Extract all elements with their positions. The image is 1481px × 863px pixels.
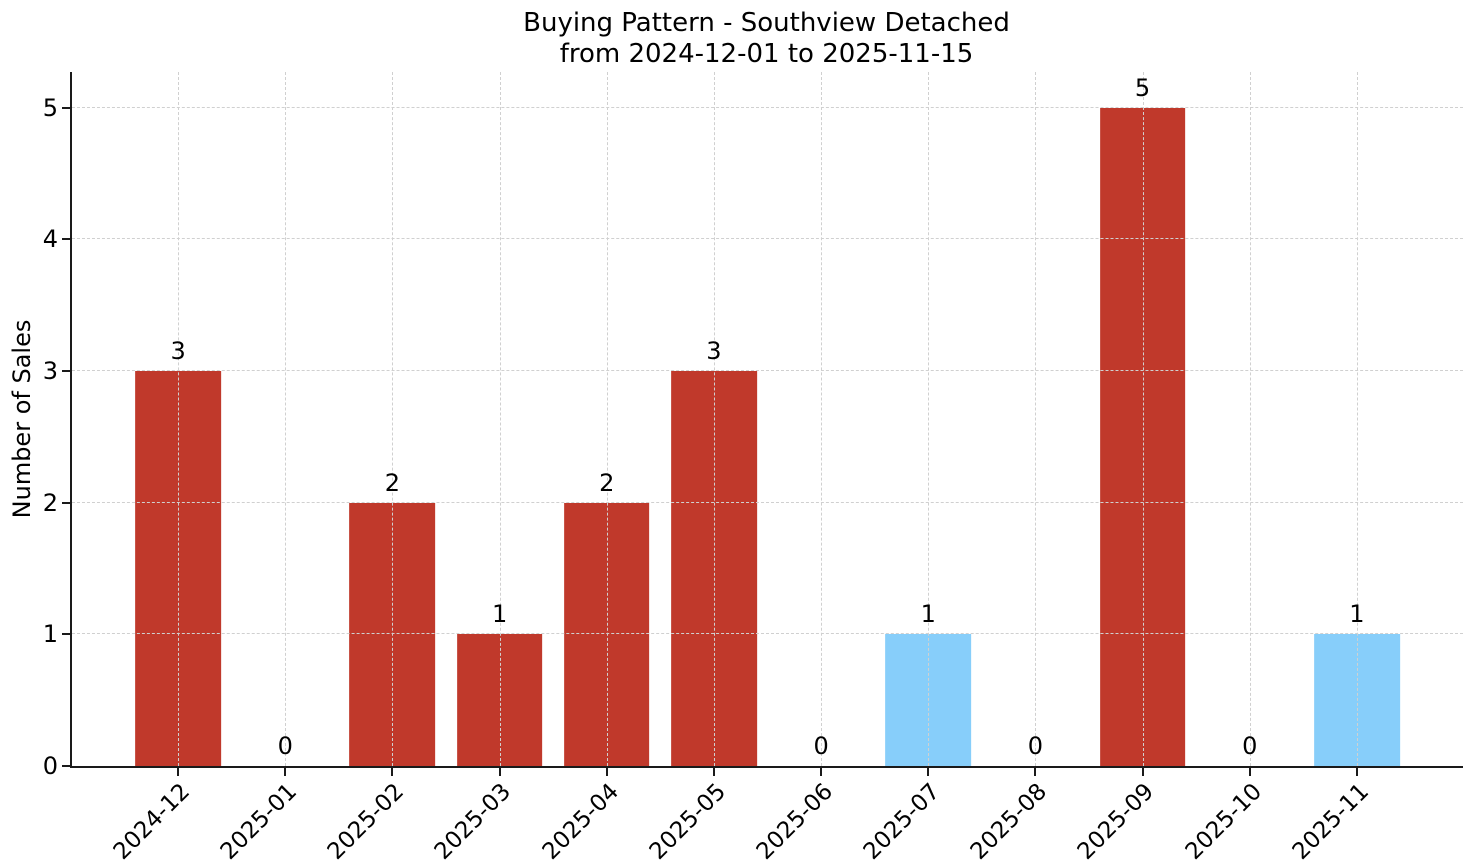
chart-title-block: Buying Pattern - Southview Detached from… bbox=[70, 8, 1463, 70]
x-gridline bbox=[606, 72, 608, 766]
y-tick-label: 2 bbox=[42, 488, 58, 517]
x-gridline bbox=[1142, 72, 1144, 766]
y-gridline bbox=[72, 106, 1463, 108]
x-tick-mark bbox=[605, 768, 608, 776]
y-tick-label: 1 bbox=[42, 620, 58, 649]
bar-value-label: 0 bbox=[1027, 732, 1044, 760]
x-tick-label: 2024-12 bbox=[108, 778, 196, 863]
y-tick-mark bbox=[62, 501, 70, 504]
x-tick-label: 2025-11 bbox=[1287, 778, 1374, 863]
y-gridline bbox=[72, 369, 1463, 371]
x-tick-mark bbox=[498, 768, 501, 776]
y-tick-mark bbox=[62, 369, 70, 372]
x-gridline bbox=[1035, 72, 1037, 766]
y-tick-label: 3 bbox=[42, 356, 58, 385]
bar-value-label: 1 bbox=[491, 600, 508, 629]
x-gridline bbox=[178, 72, 180, 766]
x-tick-mark bbox=[391, 768, 394, 776]
x-tick-label: 2025-04 bbox=[537, 778, 624, 863]
x-tick-mark bbox=[1355, 768, 1358, 776]
bar-value-label: 2 bbox=[384, 468, 401, 497]
x-tick-label: 2025-03 bbox=[430, 778, 517, 863]
y-tick-label: 5 bbox=[42, 93, 58, 122]
y-gridline bbox=[72, 501, 1463, 503]
x-tick-label: 2025-08 bbox=[966, 778, 1053, 863]
x-tick-mark bbox=[1248, 768, 1251, 776]
x-gridline bbox=[1249, 72, 1251, 766]
chart-subtitle: from 2024-12-01 to 2025-11-15 bbox=[559, 39, 974, 69]
y-tick-label: 0 bbox=[42, 752, 58, 780]
y-tick-mark bbox=[62, 633, 70, 636]
x-tick-label: 2025-02 bbox=[323, 778, 410, 863]
bar-value-label: 3 bbox=[706, 336, 722, 365]
y-gridline bbox=[72, 238, 1463, 240]
bar-value-label: 1 bbox=[920, 600, 936, 629]
y-tick-mark bbox=[62, 238, 70, 241]
x-tick-label: 2025-10 bbox=[1180, 778, 1267, 863]
y-gridline bbox=[72, 633, 1463, 635]
plot-area: 0 1 2 3 4 5 3 2024-12 0 2025-01 2 2025-02 1 2025-03 2 2… bbox=[43, 72, 1463, 863]
bar-value-label: 3 bbox=[170, 336, 186, 365]
x-tick-label: 2025-06 bbox=[751, 778, 839, 863]
x-tick-mark bbox=[820, 768, 823, 776]
y-tick-mark bbox=[62, 106, 70, 109]
x-tick-label: 2025-09 bbox=[1073, 778, 1160, 863]
bar-value-label: 0 bbox=[813, 732, 829, 760]
bar-value-label: 0 bbox=[1242, 732, 1258, 760]
x-tick-label: 2025-05 bbox=[644, 778, 731, 863]
x-gridline bbox=[499, 72, 501, 766]
x-gridline bbox=[392, 72, 394, 766]
x-tick-mark bbox=[927, 768, 930, 776]
bar-value-label: 0 bbox=[277, 732, 293, 760]
x-tick-mark bbox=[284, 768, 287, 776]
x-gridline bbox=[285, 72, 287, 766]
x-gridline bbox=[821, 72, 823, 766]
x-gridline bbox=[1356, 72, 1358, 766]
x-tick-mark bbox=[1034, 768, 1037, 776]
bar-value-label: 2 bbox=[599, 468, 615, 497]
x-tick-mark bbox=[1141, 768, 1144, 776]
x-tick-label: 2025-07 bbox=[858, 778, 946, 863]
x-tick-mark bbox=[177, 768, 180, 776]
bar-value-label: 5 bbox=[1134, 73, 1151, 102]
y-tick-label: 4 bbox=[42, 225, 58, 254]
x-gridline bbox=[928, 72, 930, 766]
chart-title: Buying Pattern - Southview Detached bbox=[523, 8, 1010, 38]
x-tick-mark bbox=[712, 768, 715, 776]
bar-value-label: 1 bbox=[1349, 600, 1365, 629]
y-tick-mark bbox=[62, 765, 70, 767]
x-tick-label: 2025-01 bbox=[215, 778, 303, 863]
y-axis-label: Number of Sales bbox=[8, 319, 36, 519]
x-gridline bbox=[713, 72, 715, 766]
